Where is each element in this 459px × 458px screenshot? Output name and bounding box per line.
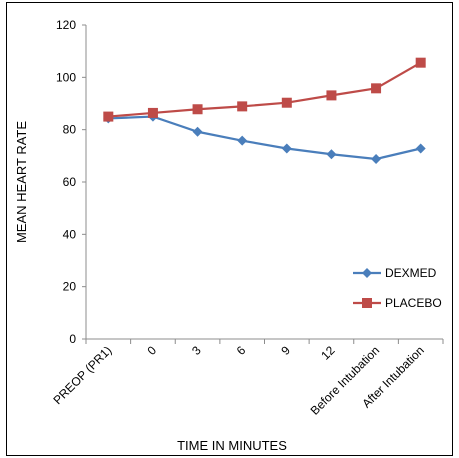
data-point <box>192 104 203 115</box>
y-tick-labels: 0 20 40 60 80 100 120 <box>56 18 76 346</box>
data-point <box>415 57 426 68</box>
data-point <box>371 83 382 94</box>
legend-item-placebo: PLACEBO <box>353 296 442 310</box>
legend-label: DEXMED <box>385 266 437 280</box>
data-point <box>281 97 292 108</box>
y-tick-label: 120 <box>56 18 76 32</box>
data-point <box>281 143 292 154</box>
data-point <box>192 126 203 137</box>
data-point <box>415 143 426 154</box>
y-tick-label: 20 <box>63 280 77 294</box>
data-point <box>371 153 382 164</box>
y-axis-title: MEAN HEART RATE <box>14 121 29 243</box>
legend-label: PLACEBO <box>385 296 442 310</box>
data-point <box>326 90 337 101</box>
legend-marker <box>362 268 372 278</box>
series-line-dexmed <box>108 115 421 161</box>
data-point <box>237 101 248 112</box>
legend: DEXMED PLACEBO <box>353 266 442 310</box>
x-tick-label: 3 <box>189 343 204 358</box>
chart-frame <box>6 2 453 456</box>
series-line-placebo <box>108 61 422 118</box>
data-point <box>237 135 248 146</box>
axes <box>82 24 444 344</box>
series-placebo <box>103 57 426 122</box>
y-tick-label: 100 <box>56 70 76 84</box>
legend-item-dexmed: DEXMED <box>353 266 437 280</box>
y-tick-label: 0 <box>69 332 76 346</box>
x-tick-label: PREOP (PR1) <box>50 343 114 407</box>
x-axis-title: TIME IN MINUTES <box>177 438 287 453</box>
data-point <box>103 111 114 122</box>
y-tick-label: 40 <box>63 227 77 241</box>
legend-marker <box>362 298 372 308</box>
series-dexmed <box>103 111 426 164</box>
x-tick-label: 9 <box>278 343 293 358</box>
y-tick-label: 80 <box>63 123 77 137</box>
series-layer <box>103 57 426 164</box>
x-tick-label: 12 <box>318 343 338 363</box>
x-tick-label: 6 <box>234 343 249 358</box>
data-point <box>326 149 337 160</box>
data-point <box>147 107 158 118</box>
y-tick-label: 60 <box>63 175 77 189</box>
x-tick-label: 0 <box>144 343 159 358</box>
